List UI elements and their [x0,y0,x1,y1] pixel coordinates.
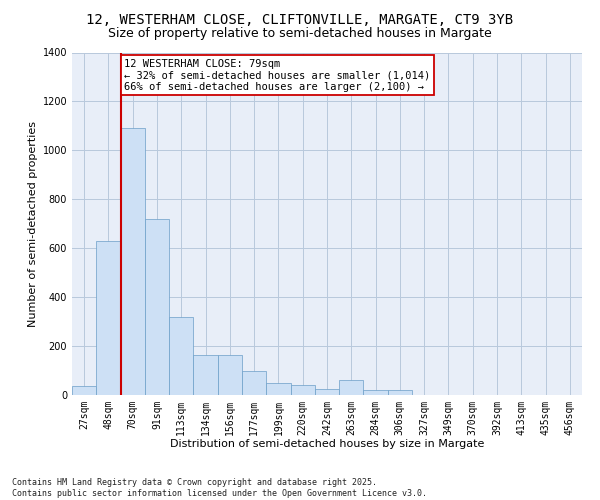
Bar [290,385,315,395]
Bar [315,389,339,395]
Bar [169,316,193,395]
Bar [72,386,96,395]
Text: Contains HM Land Registry data © Crown copyright and database right 2025.
Contai: Contains HM Land Registry data © Crown c… [12,478,427,498]
Text: 12 WESTERHAM CLOSE: 79sqm
← 32% of semi-detached houses are smaller (1,014)
66% : 12 WESTERHAM CLOSE: 79sqm ← 32% of semi-… [124,58,430,92]
Bar [145,219,169,395]
Bar [96,241,121,395]
X-axis label: Distribution of semi-detached houses by size in Margate: Distribution of semi-detached houses by … [170,440,484,450]
Bar [364,390,388,395]
Bar [388,390,412,395]
Bar [218,354,242,395]
Bar [266,383,290,395]
Text: Size of property relative to semi-detached houses in Margate: Size of property relative to semi-detach… [108,28,492,40]
Bar [121,128,145,395]
Text: 12, WESTERHAM CLOSE, CLIFTONVILLE, MARGATE, CT9 3YB: 12, WESTERHAM CLOSE, CLIFTONVILLE, MARGA… [86,12,514,26]
Bar [242,370,266,395]
Bar [193,354,218,395]
Bar [339,380,364,395]
Y-axis label: Number of semi-detached properties: Number of semi-detached properties [28,120,38,327]
